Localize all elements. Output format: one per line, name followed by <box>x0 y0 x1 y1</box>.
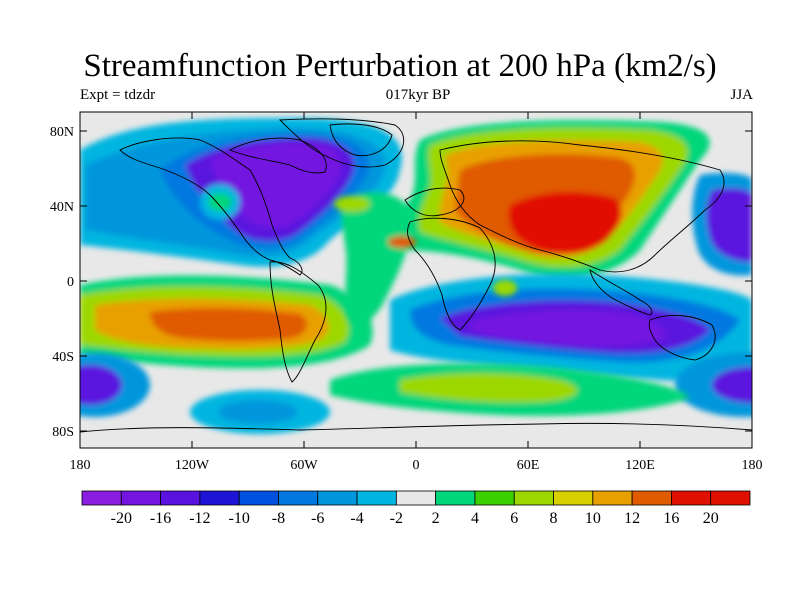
colorbar: -20 -16 -12 -10 -8 -6 -4 -2 2 4 6 8 10 12 16 20 <box>81 490 751 527</box>
colorbar-swatch <box>238 490 279 506</box>
lat-tick-label: 80S <box>52 425 74 440</box>
contour-field <box>80 112 752 448</box>
colorbar-swatch <box>199 490 240 506</box>
colorbar-swatch <box>356 490 397 506</box>
colorbar-label: -20 <box>111 510 132 527</box>
lon-tick-label: 60W <box>290 458 318 473</box>
lat-tick-label: 40N <box>50 200 74 215</box>
colorbar-swatch <box>395 490 437 506</box>
colorbar-swatch <box>474 490 515 506</box>
colorbar-swatch <box>317 490 358 506</box>
time-label: 017kyr BP <box>385 87 451 103</box>
colorbar-label: 12 <box>624 510 640 527</box>
colorbar-swatch <box>710 490 751 506</box>
map-title: Streamfunction Perturbation at 200 hPa (… <box>83 48 717 84</box>
colorbar-label: 2 <box>432 510 440 527</box>
colorbar-swatch <box>435 490 476 506</box>
lat-tick-label: 80N <box>50 125 74 140</box>
colorbar-swatch <box>160 490 201 506</box>
colorbar-swatch <box>671 490 712 506</box>
colorbar-swatch <box>631 490 672 506</box>
lat-tick-label: 40S <box>52 350 74 365</box>
colorbar-swatch <box>120 490 161 506</box>
experiment-label: Expt = tdzdr <box>80 87 156 103</box>
colorbar-swatch <box>553 490 594 506</box>
season-label: JJA <box>730 87 753 103</box>
colorbar-label: -16 <box>150 510 171 527</box>
colorbar-label: 4 <box>471 510 479 527</box>
lon-tick-label: 120W <box>175 458 210 473</box>
lon-tick-label: 0 <box>413 458 420 473</box>
lat-ticks <box>80 130 752 432</box>
lon-tick-label: 60E <box>517 458 540 473</box>
colorbar-label: 20 <box>703 510 719 527</box>
colorbar-swatch <box>592 490 633 506</box>
colorbar-label: -12 <box>189 510 210 527</box>
colorbar-swatch <box>513 490 554 506</box>
colorbar-label: -2 <box>390 510 403 527</box>
lon-tick-label: 180 <box>70 458 91 473</box>
colorbar-label: 16 <box>663 510 679 527</box>
colorbar-swatch <box>81 490 122 506</box>
colorbar-label: 10 <box>585 510 601 527</box>
colorbar-label: -6 <box>311 510 324 527</box>
lon-tick-label: 180 <box>742 458 763 473</box>
colorbar-label: -10 <box>229 510 250 527</box>
lon-ticks <box>191 112 641 448</box>
lon-tick-label: 120E <box>625 458 655 473</box>
colorbar-label: 6 <box>510 510 518 527</box>
colorbar-label: 8 <box>550 510 558 527</box>
colorbar-swatch <box>278 490 319 506</box>
colorbar-label: -8 <box>272 510 285 527</box>
lat-tick-label: 0 <box>67 275 74 290</box>
coastlines <box>80 118 752 433</box>
colorbar-label: -4 <box>350 510 363 527</box>
